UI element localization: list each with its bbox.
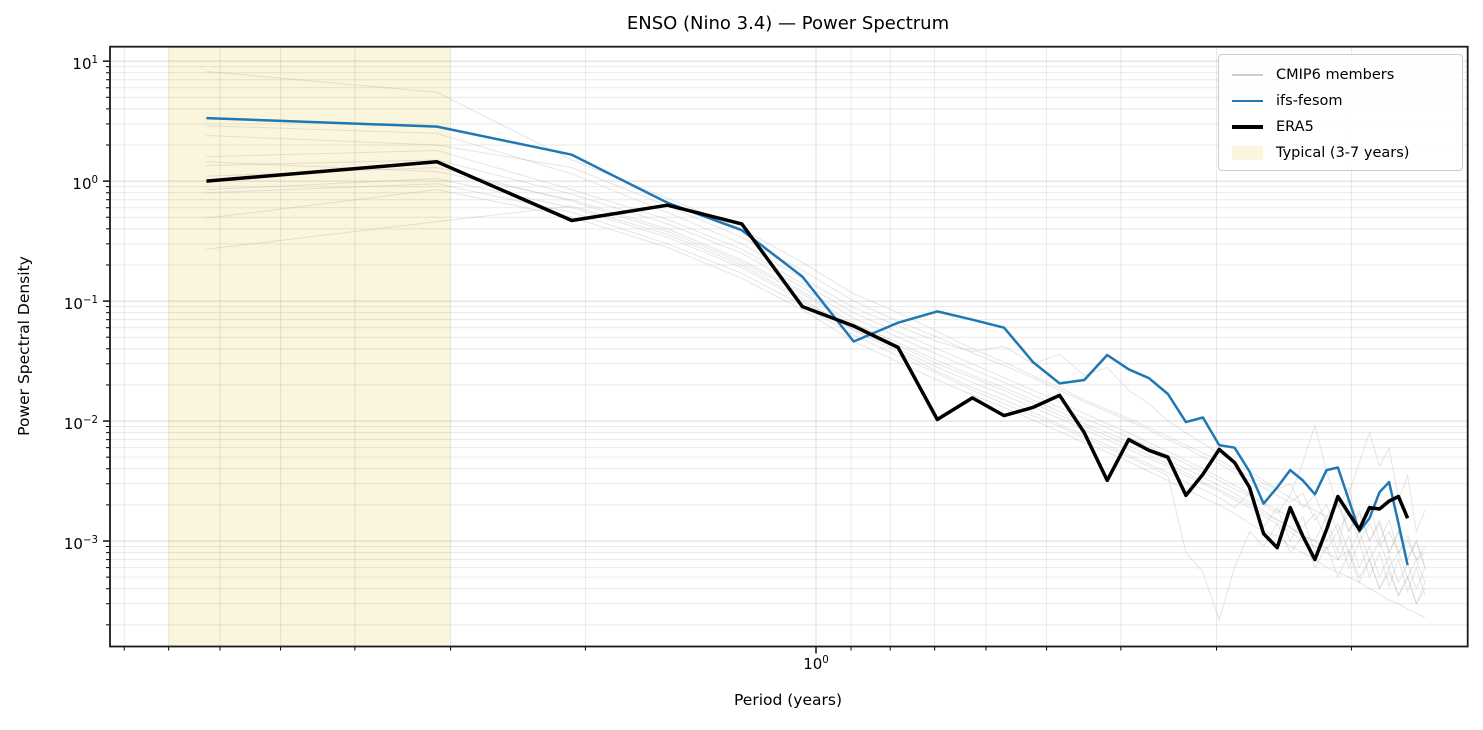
typical-band-patch-swatch xyxy=(1232,146,1263,160)
cmip6-member-line xyxy=(206,135,1426,561)
legend-label: CMIP6 members xyxy=(1276,67,1395,83)
legend-item-typical-band: Typical (3-7 years) xyxy=(1232,140,1462,166)
typical-period-band xyxy=(168,46,451,647)
cmip6-member-line xyxy=(206,71,1426,568)
legend-label: Typical (3-7 years) xyxy=(1276,145,1410,161)
legend-item-era5: ERA5 xyxy=(1232,114,1462,140)
y-tick-label-1e0: 100 xyxy=(72,175,98,193)
cmip6-member-line xyxy=(206,205,1426,591)
ifs-fesom-line-swatch xyxy=(1232,99,1263,103)
chart-title: ENSO (Nino 3.4) — Power Spectrum xyxy=(626,13,950,34)
legend-label: ERA5 xyxy=(1276,119,1314,135)
cmip6-members-line-swatch xyxy=(1232,74,1263,76)
cmip6-member-line xyxy=(206,189,1426,619)
cmip6-member-line xyxy=(206,149,1426,583)
cmip6-member-line xyxy=(206,183,1426,622)
legend-item-cmip6-members: CMIP6 members xyxy=(1232,62,1462,88)
era5-line xyxy=(206,160,1410,562)
axes-frame xyxy=(109,45,1469,648)
legend-item-ifs-fesom: ifs-fesom xyxy=(1232,88,1462,114)
legend: CMIP6 members ifs-fesom ERA5 Typical (3-… xyxy=(1218,54,1463,171)
era5-line-swatch xyxy=(1232,125,1263,129)
y-tick-label-1e-3: 10−3 xyxy=(63,535,98,553)
cmip6-member-line xyxy=(206,125,1426,568)
y-axis-label: Power Spectral Density xyxy=(15,256,33,436)
legend-label: ifs-fesom xyxy=(1276,93,1343,109)
y-tick-label-1e-2: 10−2 xyxy=(63,415,98,433)
y-tick-label-1e1: 101 xyxy=(72,55,98,73)
cmip6-member-line xyxy=(206,161,1426,596)
y-tick-label-1e-1: 10−1 xyxy=(63,295,98,313)
ifs-fesom-line xyxy=(206,116,1409,566)
x-tick-label-1e0: 100 xyxy=(803,655,829,673)
x-axis-label: Period (years) xyxy=(733,691,843,709)
